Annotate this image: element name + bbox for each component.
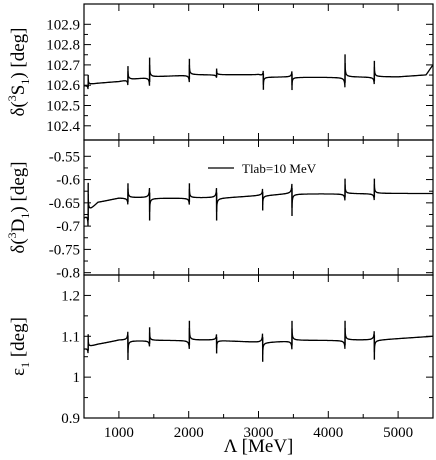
y-tick-label: 1.1	[61, 329, 80, 345]
y-tick-label: 102.9	[46, 17, 80, 33]
y-tick-label: 102.8	[46, 38, 80, 54]
y-axis-label: δ(3S1) [deg]	[5, 27, 32, 116]
x-axis-label: Λ [MeV]	[224, 436, 294, 457]
x-tick-label: 1000	[104, 425, 134, 441]
x-tick-label: 5000	[383, 425, 413, 441]
y-tick-label: -0.8	[56, 266, 80, 282]
y-tick-label: 102.7	[46, 58, 80, 74]
y-axis-label: ε1 [deg]	[8, 317, 32, 376]
y-tick-label: 1.2	[61, 288, 80, 304]
y-tick-label: -0.6	[56, 173, 80, 189]
series-line	[84, 183, 433, 227]
y-tick-label: 1	[73, 370, 81, 386]
panel-epsilon1: 1.2 1.1 1 0.9 ε1 [deg] 1000 2000 3000 4000 5000 Λ …	[8, 274, 434, 457]
y-tick-label: 102.4	[46, 119, 80, 135]
y-axis-label: δ(3D1) [deg]	[5, 161, 32, 253]
y-tick-label: -0.7	[56, 219, 80, 235]
y-tick-label: 0.9	[61, 411, 80, 427]
y-tick-label: -0.65	[49, 196, 80, 212]
y-tick-label: -0.55	[49, 149, 80, 165]
panel-frame	[83, 274, 434, 419]
panel-3s1: 102.4 102.5 102.6 102.7 102.8 102.9 δ(3S1) [de…	[5, 3, 434, 141]
series-line	[84, 62, 433, 90]
y-tick-label: 102.6	[46, 78, 80, 94]
x-tick-label: 4000	[313, 425, 343, 441]
y-tick-label: -0.75	[49, 242, 80, 258]
legend-label: Tlab=10 MeV	[242, 161, 317, 176]
y-tick-label: 102.5	[46, 98, 80, 114]
panel-3d1: -0.55 -0.6 -0.65 -0.7 -0.75 -0.8 δ(3D1) [deg] T…	[5, 139, 434, 282]
panel-frame	[83, 3, 434, 141]
series-line	[84, 327, 433, 355]
x-tick-label: 3000	[244, 425, 274, 441]
x-tick-label: 2000	[174, 425, 204, 441]
